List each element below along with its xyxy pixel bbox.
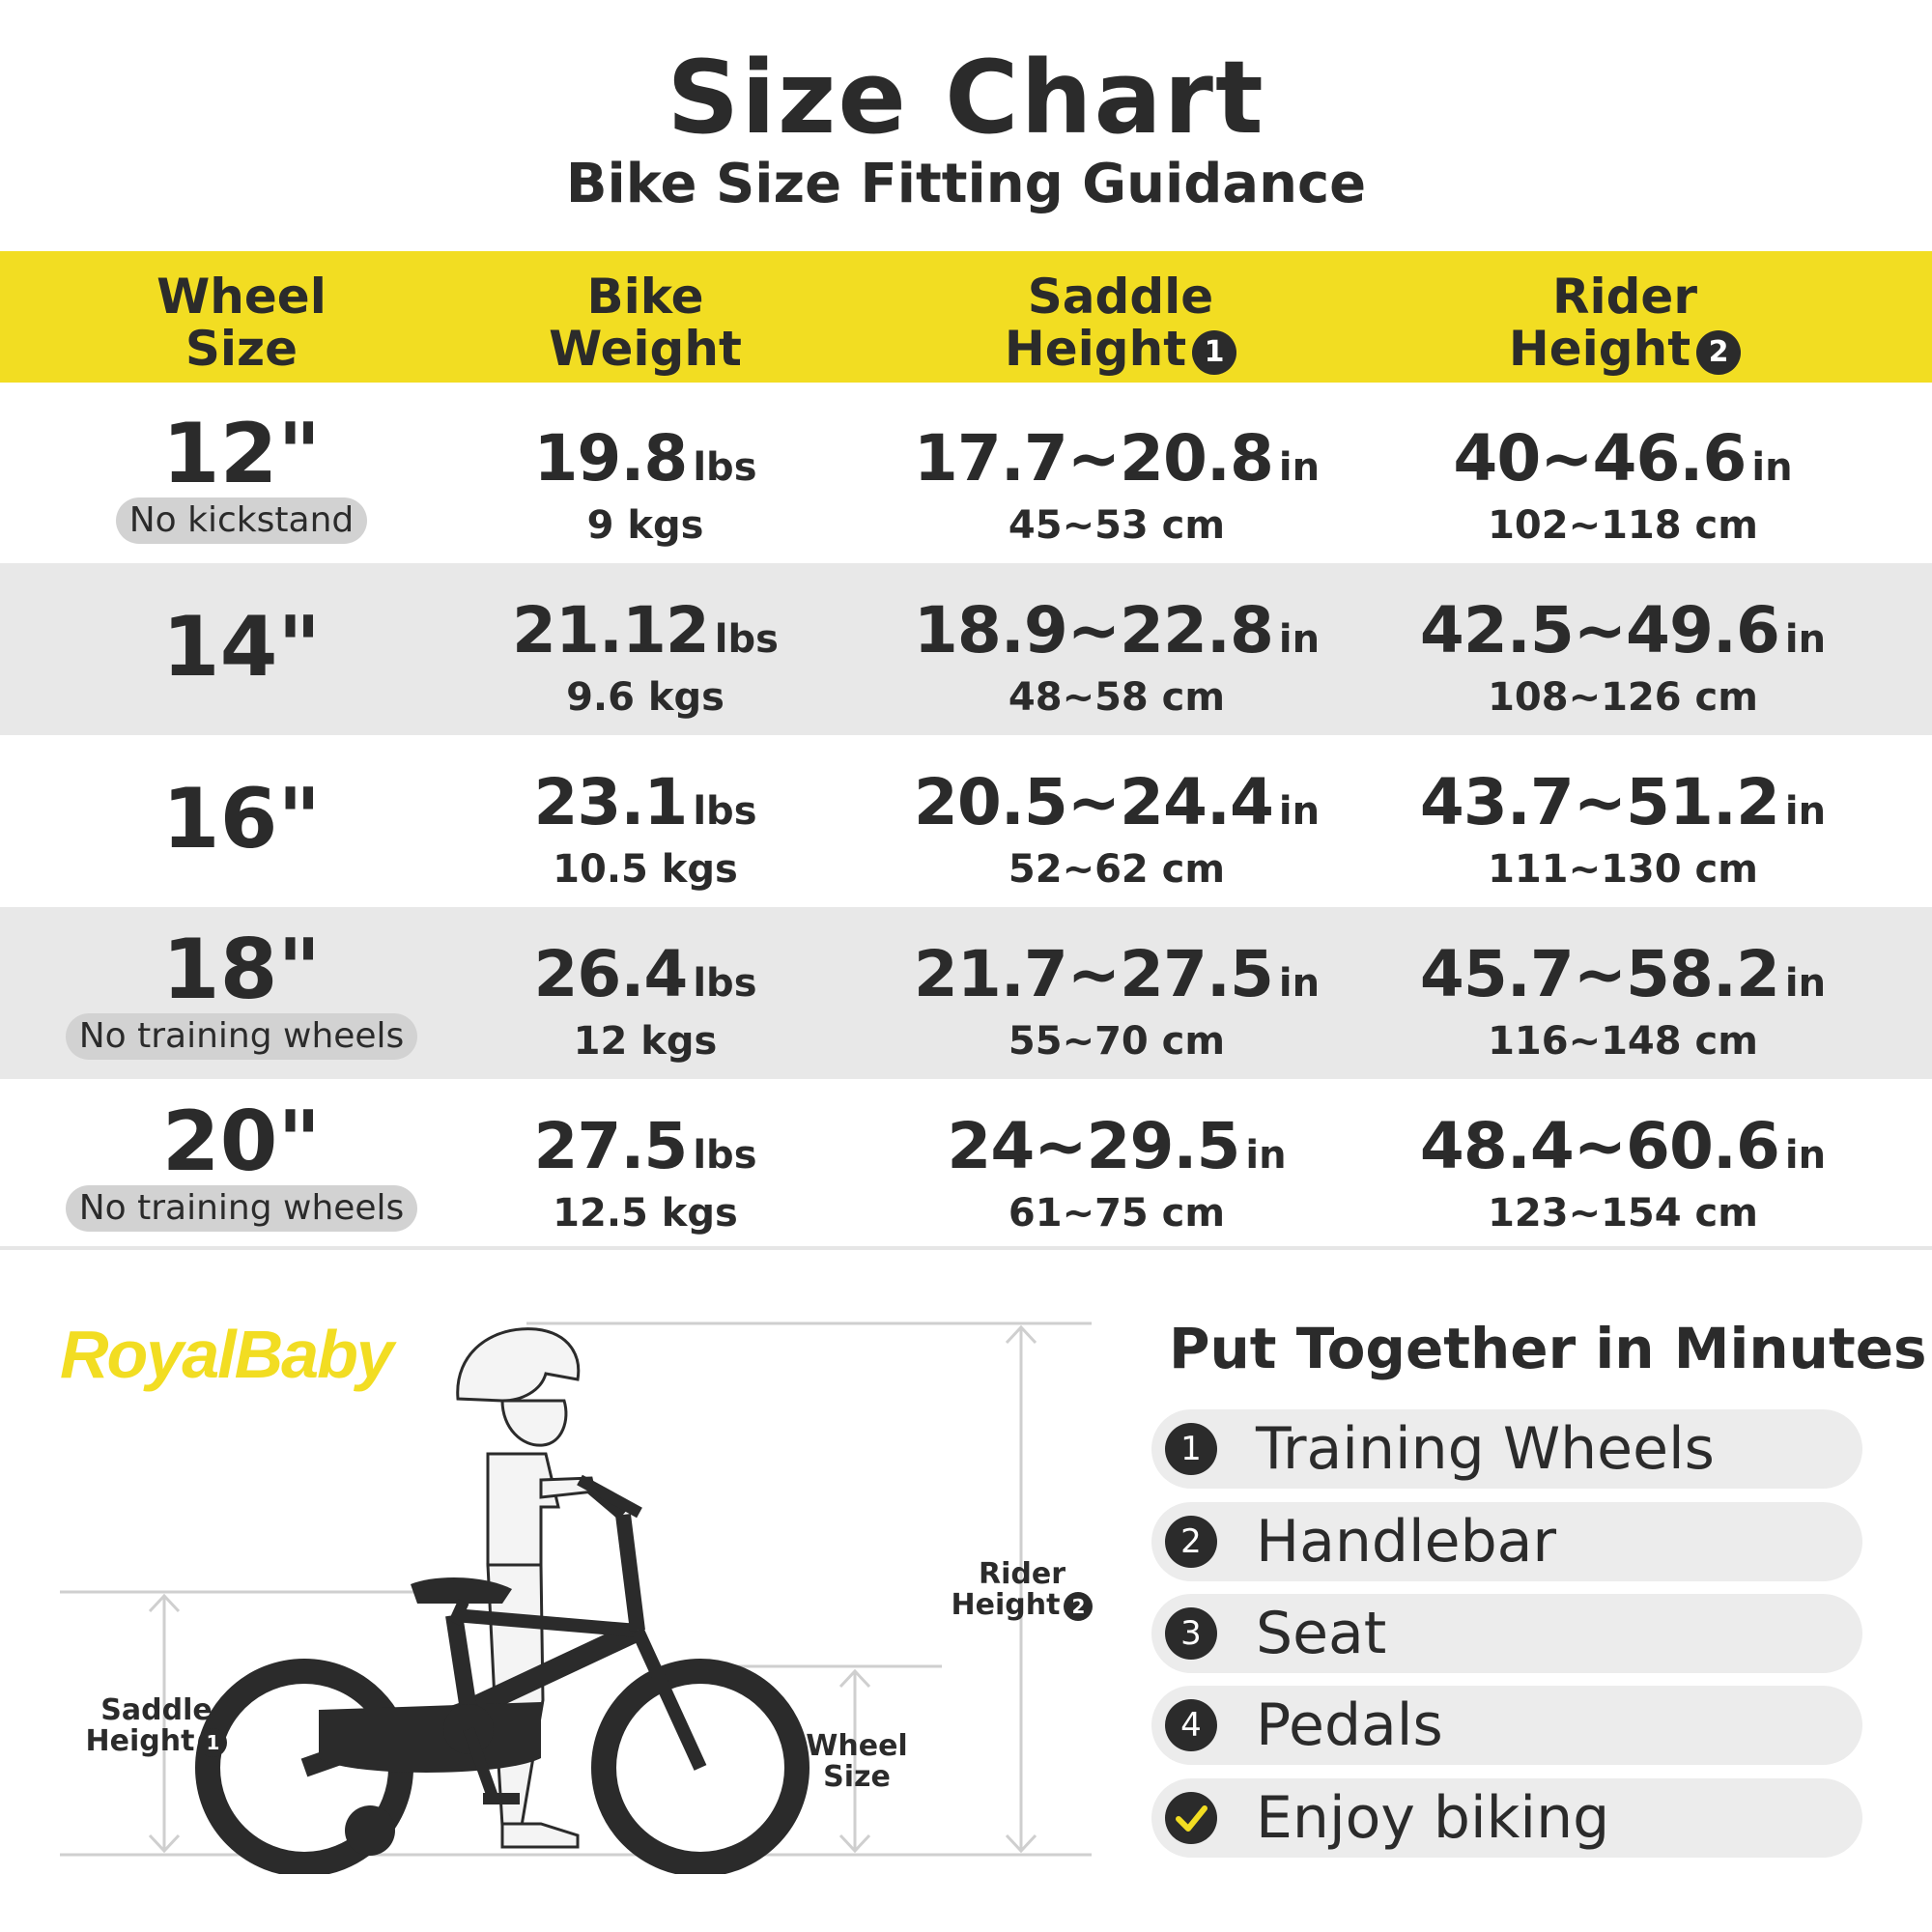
header-saddle-height: Saddle Height 1 xyxy=(869,270,1372,375)
bike-weight-cell: 23.1 lbs 10.5 kgs xyxy=(533,765,757,893)
wheel-note-badge: No training wheels xyxy=(65,1013,418,1060)
bike-weight-cell: 27.5 lbs 12.5 kgs xyxy=(533,1109,757,1236)
saddle-height-cell: 24~29.5 in 61~75 cm xyxy=(947,1109,1287,1236)
table-row: 20" No training wheels 27.5 lbs 12.5 kgs … xyxy=(0,1079,1932,1251)
rider-height-cell: 45.7~58.2 in 116~148 cm xyxy=(1419,937,1827,1065)
table-row: 16" 23.1 lbs 10.5 kgs 20.5~24.4 in 52~62 c… xyxy=(0,735,1932,907)
saddle-height-cell: 18.9~22.8 in 48~58 cm xyxy=(913,593,1321,721)
rider-height-label: Rider Height 2 xyxy=(945,1559,1099,1621)
rider-height-cell: 40~46.6 in 102~118 cm xyxy=(1453,421,1793,549)
header-rider-height: Rider Height 2 xyxy=(1374,270,1876,375)
wheel-note-badge: No kickstand xyxy=(115,497,368,544)
wheel-size-cell: 20" No training wheels xyxy=(48,1098,435,1232)
rider-height-cell: 43.7~51.2 in 111~130 cm xyxy=(1419,765,1827,893)
footnote-1-icon: 1 xyxy=(198,1727,228,1757)
bike-rider-illustration xyxy=(60,1321,1092,1874)
header-bike-weight: Bike Weight xyxy=(549,269,742,377)
step-training-wheels: 1 Training Wheels xyxy=(1151,1409,1862,1489)
page-subtitle: Bike Size Fitting Guidance xyxy=(565,153,1367,215)
rider-height-cell: 42.5~49.6 in 108~126 cm xyxy=(1419,593,1827,721)
header-wheel-size: Wheel Size xyxy=(156,269,327,377)
saddle-height-label: Saddle Height 1 xyxy=(79,1695,234,1757)
wheel-size-cell: 12" No kickstand xyxy=(48,411,435,544)
wheel-size-cell: 18" No training wheels xyxy=(48,926,435,1060)
step-pedals: 4 Pedals xyxy=(1151,1686,1862,1765)
check-icon xyxy=(1165,1792,1217,1844)
wheel-size-cell: 14" xyxy=(161,599,322,696)
bike-weight-cell: 19.8 lbs 9 kgs xyxy=(533,421,757,549)
table-row: 12" No kickstand 19.8 lbs 9 kgs 17.7~20.8… xyxy=(0,391,1932,563)
wheel-size-cell: 16" xyxy=(161,771,322,867)
wheel-size-label: Wheel Size xyxy=(806,1729,908,1794)
table-row: 18" No training wheels 26.4 lbs 12 kgs 21… xyxy=(0,907,1932,1079)
page-title: Size Chart xyxy=(667,39,1265,156)
footnote-1-icon: 1 xyxy=(1192,329,1237,375)
saddle-height-cell: 17.7~20.8 in 45~53 cm xyxy=(913,421,1321,549)
assembly-title: Put Together in Minutes xyxy=(1169,1316,1927,1381)
saddle-height-cell: 21.7~27.5 in 55~70 cm xyxy=(913,937,1321,1065)
wheel-note-badge: No training wheels xyxy=(65,1185,418,1232)
footnote-2-icon: 2 xyxy=(1696,329,1742,375)
brand-logo: RoyalBaby xyxy=(60,1317,394,1392)
step-number-icon: 3 xyxy=(1165,1607,1217,1660)
footnote-2-icon: 2 xyxy=(1064,1591,1094,1621)
table-header-band xyxy=(0,251,1932,383)
step-number-icon: 4 xyxy=(1165,1699,1217,1751)
saddle-height-cell: 20.5~24.4 in 52~62 cm xyxy=(913,765,1321,893)
bike-weight-cell: 26.4 lbs 12 kgs xyxy=(533,937,757,1065)
step-number-icon: 2 xyxy=(1165,1516,1217,1568)
step-enjoy-biking: Enjoy biking xyxy=(1151,1778,1862,1858)
step-seat: 3 Seat xyxy=(1151,1594,1862,1673)
step-number-icon: 1 xyxy=(1165,1423,1217,1475)
bike-weight-cell: 21.12 lbs 9.6 kgs xyxy=(512,593,779,721)
section-divider xyxy=(0,1246,1932,1250)
step-handlebar: 2 Handlebar xyxy=(1151,1502,1862,1581)
table-row: 14" 21.12 lbs 9.6 kgs 18.9~22.8 in 48~58 c… xyxy=(0,563,1932,735)
rider-height-cell: 48.4~60.6 in 123~154 cm xyxy=(1419,1109,1827,1236)
